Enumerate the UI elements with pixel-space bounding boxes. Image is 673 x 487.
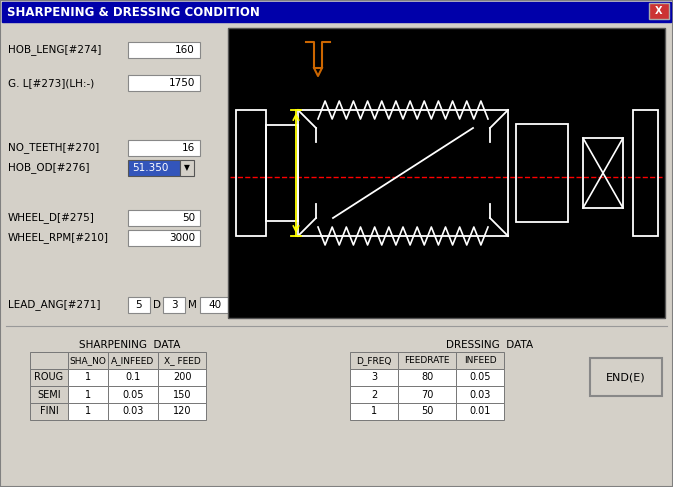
Text: SHA_NO: SHA_NO [69, 356, 106, 365]
Text: 16: 16 [182, 143, 195, 153]
Text: ROUG: ROUG [34, 373, 63, 382]
Bar [228, 28, 665, 318]
Text: 200: 200 [173, 373, 191, 382]
Text: DRESSING  DATA: DRESSING DATA [446, 340, 534, 350]
Text: 2: 2 [371, 390, 377, 399]
Text: 5: 5 [136, 300, 142, 310]
Text: 70: 70 [421, 390, 433, 399]
Bar [128, 210, 200, 226]
Text: HOB_LENG[#274]: HOB_LENG[#274] [8, 44, 102, 56]
Bar [350, 352, 398, 369]
Bar [68, 369, 108, 386]
Bar [128, 75, 200, 91]
Text: D_FREQ: D_FREQ [356, 356, 392, 365]
Bar [180, 160, 194, 176]
Bar [398, 369, 456, 386]
Bar [266, 125, 298, 221]
Bar [30, 369, 68, 386]
Text: X: X [656, 6, 663, 16]
Text: END(E): END(E) [606, 372, 646, 382]
Bar [128, 42, 200, 58]
Bar [108, 403, 158, 420]
Bar [590, 358, 662, 396]
Text: HOB_OD[#276]: HOB_OD[#276] [8, 163, 90, 173]
Text: 3: 3 [371, 373, 377, 382]
Bar [200, 297, 230, 313]
Text: 0.05: 0.05 [469, 373, 491, 382]
Text: D: D [153, 300, 161, 310]
Text: 51.350: 51.350 [132, 163, 168, 173]
Bar [163, 297, 185, 313]
Bar [108, 352, 158, 369]
Text: 50: 50 [421, 407, 433, 416]
Bar [128, 297, 150, 313]
Text: 80: 80 [421, 373, 433, 382]
Bar [398, 403, 456, 420]
Bar [456, 352, 504, 369]
Text: LEAD_ANG[#271]: LEAD_ANG[#271] [8, 300, 100, 310]
Text: 50: 50 [182, 213, 195, 223]
Bar [583, 138, 623, 208]
Bar [68, 352, 108, 369]
Text: 1: 1 [85, 390, 91, 399]
Text: FINI: FINI [40, 407, 59, 416]
Text: 1750: 1750 [169, 78, 195, 88]
Text: 120: 120 [173, 407, 191, 416]
Text: 0.01: 0.01 [469, 407, 491, 416]
Text: 0.03: 0.03 [122, 407, 144, 416]
Bar [398, 352, 456, 369]
Bar [456, 369, 504, 386]
Text: 3000: 3000 [169, 233, 195, 243]
Bar [108, 386, 158, 403]
Text: X_ FEED: X_ FEED [164, 356, 201, 365]
Bar [398, 386, 456, 403]
Text: FEEDRATE: FEEDRATE [404, 356, 450, 365]
Text: A_INFEED: A_INFEED [111, 356, 155, 365]
Bar [350, 369, 398, 386]
Bar [108, 369, 158, 386]
Bar [236, 110, 266, 236]
Bar [456, 403, 504, 420]
Text: 0.1: 0.1 [125, 373, 141, 382]
Text: 0.05: 0.05 [122, 390, 144, 399]
Bar [30, 386, 68, 403]
Text: WHEEL_RPM[#210]: WHEEL_RPM[#210] [8, 233, 109, 244]
Bar [128, 140, 200, 156]
Text: 40: 40 [209, 300, 221, 310]
Text: 150: 150 [173, 390, 191, 399]
Text: 160: 160 [175, 45, 195, 55]
Text: SHARPENING & DRESSING CONDITION: SHARPENING & DRESSING CONDITION [7, 5, 260, 19]
Text: G. L[#273](LH:-): G. L[#273](LH:-) [8, 78, 94, 88]
Bar [2, 2, 671, 22]
Bar [649, 3, 669, 19]
Text: 3: 3 [171, 300, 177, 310]
Text: INFEED: INFEED [464, 356, 496, 365]
Bar [456, 386, 504, 403]
Bar [128, 160, 180, 176]
Text: WHEEL_D[#275]: WHEEL_D[#275] [8, 212, 95, 224]
Bar [158, 369, 206, 386]
Text: ▼: ▼ [184, 164, 190, 172]
Bar [30, 352, 68, 369]
Bar [30, 403, 68, 420]
Text: 0.03: 0.03 [469, 390, 491, 399]
Bar [350, 386, 398, 403]
Text: NO_TEETH[#270]: NO_TEETH[#270] [8, 143, 99, 153]
Bar [68, 386, 108, 403]
Text: M: M [188, 300, 197, 310]
Bar [516, 124, 568, 222]
Bar [128, 230, 200, 246]
Bar [158, 352, 206, 369]
Text: 1: 1 [85, 373, 91, 382]
Text: 1: 1 [371, 407, 377, 416]
Bar [158, 403, 206, 420]
Bar [68, 403, 108, 420]
Text: 1: 1 [85, 407, 91, 416]
Text: SEMI: SEMI [37, 390, 61, 399]
Bar [350, 403, 398, 420]
Bar [633, 110, 658, 236]
Text: S: S [233, 300, 240, 310]
Text: SHARPENING  DATA: SHARPENING DATA [79, 340, 180, 350]
Bar [158, 386, 206, 403]
